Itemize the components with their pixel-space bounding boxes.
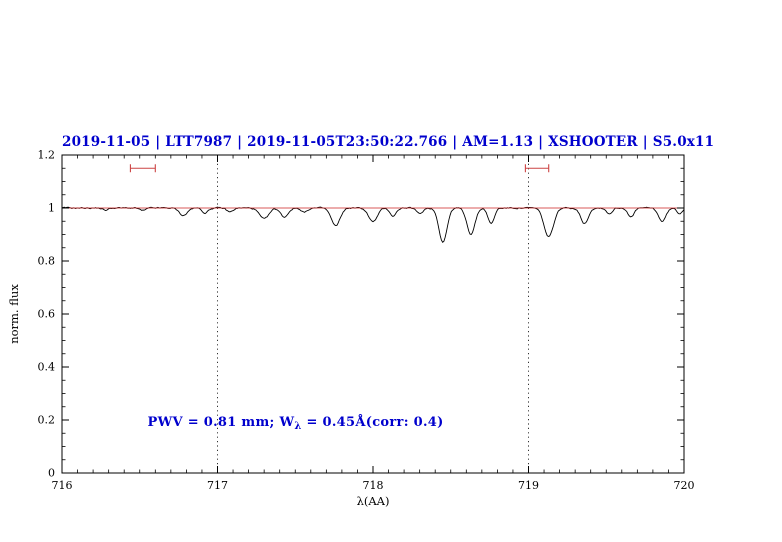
annotation-text-post: = 0.45Å(corr: 0.4) bbox=[301, 414, 444, 430]
annotation-text-pre: PWV = 0.81 mm; W bbox=[147, 414, 295, 430]
y-tick-label: 1 bbox=[48, 202, 55, 215]
x-axis-label: λ(AA) bbox=[357, 494, 390, 508]
annotation-subscript: λ bbox=[294, 420, 302, 432]
x-tick-label: 718 bbox=[363, 479, 384, 492]
x-tick-label: 720 bbox=[674, 479, 695, 492]
x-tick-label: 719 bbox=[518, 479, 539, 492]
y-tick-label: 0.8 bbox=[38, 255, 56, 268]
x-tick-label: 716 bbox=[52, 479, 73, 492]
fit-region-marker bbox=[524, 164, 550, 173]
pwv-annotation: PWV = 0.81 mm; Wλ = 0.45Å(corr: 0.4) bbox=[148, 415, 444, 432]
y-tick-label: 0.2 bbox=[38, 414, 56, 427]
y-axis-label: norm. flux bbox=[7, 284, 21, 344]
y-tick-label: 1.2 bbox=[38, 149, 56, 162]
y-tick-label: 0.4 bbox=[38, 361, 56, 374]
fit-region-marker bbox=[129, 164, 156, 173]
plot-title: 2019-11-05 | LTT7987 | 2019-11-05T23:50:… bbox=[62, 134, 715, 150]
y-tick-label: 0 bbox=[48, 467, 55, 480]
x-tick-label: 717 bbox=[207, 479, 228, 492]
spectrum-line bbox=[61, 206, 685, 243]
y-tick-label: 0.6 bbox=[38, 308, 56, 321]
